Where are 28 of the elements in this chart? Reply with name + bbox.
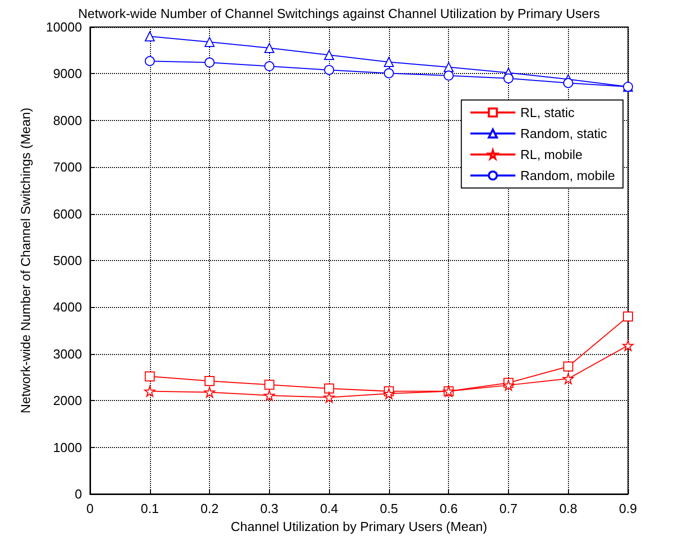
- y-tick-label: 8000: [53, 112, 82, 128]
- y-tick-label: 3000: [53, 346, 82, 362]
- x-tick-label: 0.5: [380, 501, 398, 516]
- legend-label: Random, static: [520, 126, 608, 141]
- y-tick-label: 2000: [53, 393, 82, 408]
- x-tick-label: 0: [86, 501, 94, 516]
- legend-label: RL, static: [520, 105, 576, 120]
- x-tick-label: 0.4: [320, 501, 338, 516]
- x-tick-label: 0.3: [260, 501, 278, 516]
- y-tick-label: 1000: [53, 440, 82, 455]
- y-axis-title: Network-wide Number of Channel Switchings (Mean): [18, 108, 33, 414]
- x-axis-title: Channel Utilization by Primary Users (Mean): [230, 518, 488, 534]
- legend-label: Random, mobile: [520, 168, 615, 183]
- legend-label: RL, mobile: [520, 147, 582, 162]
- y-tick-label: 7000: [53, 160, 82, 175]
- x-tick-label: 0.7: [499, 501, 518, 516]
- y-tick-label: 10000: [46, 20, 82, 34]
- y-tick-label: 9000: [53, 66, 82, 82]
- x-tick-label: 0.1: [140, 501, 159, 516]
- y-tick-label: 5000: [53, 253, 82, 268]
- x-tick-label: 0.8: [559, 501, 578, 516]
- x-tick-label: 0.9: [618, 501, 638, 516]
- chart-title: Network-wide Number of Channel Switchings against Channel Utilization by Primary Users: [78, 6, 600, 21]
- y-tick-label: 4000: [53, 300, 82, 315]
- x-tick-label: 0.6: [440, 501, 458, 516]
- y-tick-label: 0: [74, 486, 82, 502]
- x-tick-label: 0.2: [200, 501, 219, 516]
- y-tick-label: 6000: [53, 206, 82, 222]
